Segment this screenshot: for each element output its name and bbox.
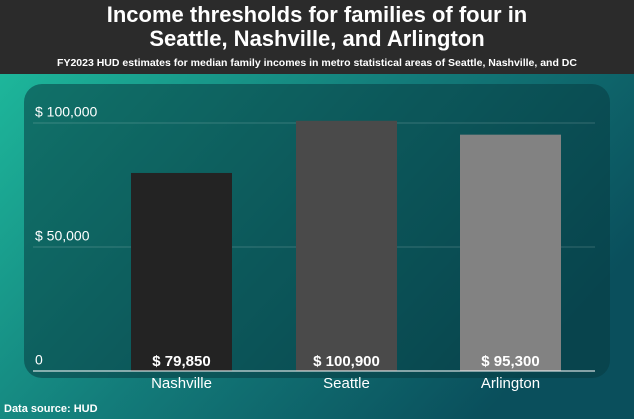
bar <box>460 134 561 371</box>
value-label: $ 100,900 <box>313 353 380 370</box>
value-label: $ 95,300 <box>481 353 539 370</box>
chart-subtitle: FY2023 HUD estimates for median family i… <box>57 57 577 69</box>
value-label: $ 79,850 <box>152 353 210 370</box>
source-note: Data source: HUD <box>4 403 98 415</box>
chart-title: Income thresholds for families of four i… <box>107 2 528 27</box>
x-tick-label: Nashville <box>151 375 212 392</box>
y-tick-label: $ 100,000 <box>35 104 97 120</box>
x-tick-label: Arlington <box>481 375 540 392</box>
bar <box>296 120 397 371</box>
chart-title: Seattle, Nashville, and Arlington <box>149 26 484 51</box>
y-tick-label: $ 50,000 <box>35 228 90 244</box>
bar <box>131 172 232 371</box>
y-tick-label: 0 <box>35 352 43 368</box>
header-band <box>0 0 634 74</box>
x-tick-label: Seattle <box>323 375 370 392</box>
